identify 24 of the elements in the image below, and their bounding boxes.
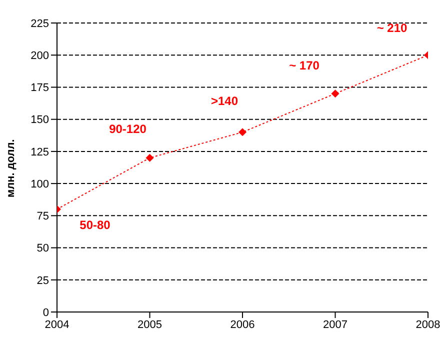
annotation: ~ 210 [376,21,408,36]
y-tick-label: 225 [30,18,49,30]
point [146,154,154,162]
annotation: ~ 170 [289,58,320,73]
y-tick-label: 150 [30,114,49,126]
x-tick-label: 2007 [323,318,348,331]
annotation: 50-80 [80,218,111,232]
annotation: >140 [210,94,238,108]
y-tick-label: 200 [30,50,49,62]
x-tick-label: 2005 [138,318,162,331]
x-tick-label: 2008 [416,318,440,331]
x-tick-label: 2004 [44,318,70,331]
y-tick-label: 0 [42,306,49,319]
y-tick-label: 75 [36,210,49,223]
y-tick-label: 100 [30,178,49,190]
x-tick-label: 2006 [230,318,255,331]
point [238,128,246,136]
y-tick-label: 25 [36,274,49,287]
y-tick-label: 175 [30,82,49,94]
annotation: 90-120 [109,122,147,136]
y-tick-label: 125 [30,146,49,158]
y-tick-label: 50 [36,242,49,255]
y-axis-title: млн. долл. [4,139,17,198]
point [331,90,340,98]
